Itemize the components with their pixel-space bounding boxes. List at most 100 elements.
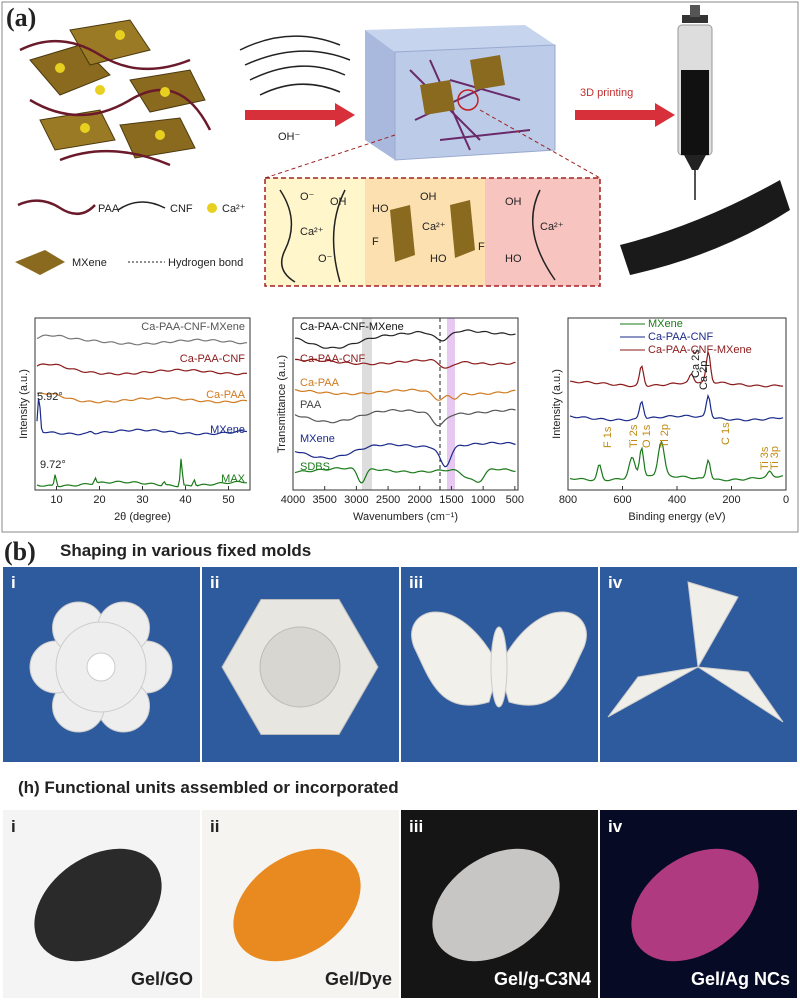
- spectrum: [36, 398, 248, 436]
- series-label: Ca-PAA: [206, 389, 246, 401]
- series-label: Ca-PAA: [300, 377, 340, 389]
- x-tick-label: 50: [222, 494, 234, 506]
- spectrum: [36, 363, 248, 376]
- y-axis-title: Intensity (a.u.): [551, 369, 563, 439]
- shape: [411, 611, 500, 706]
- x-tick-label: 400: [668, 494, 686, 506]
- series-label: Ca-PAA-CNF-MXene: [648, 344, 752, 356]
- sheet: [390, 205, 415, 262]
- bond-label: OH: [505, 196, 522, 208]
- bond-label: Ca²⁺: [540, 221, 564, 233]
- series-label: Ca-PAA-CNF: [180, 353, 245, 365]
- shape: [259, 626, 341, 708]
- x-tick-label: 2500: [376, 494, 400, 506]
- photo-caption: Gel/GO: [131, 969, 193, 989]
- spectrum: [294, 467, 516, 484]
- peak-label: Ti 2p: [659, 424, 671, 448]
- photo-numeral: iii: [409, 573, 423, 592]
- x-tick-label: 3000: [344, 494, 368, 506]
- series-label: MAX: [221, 473, 246, 485]
- shape: [221, 598, 379, 736]
- photo-numeral: iv: [608, 817, 623, 836]
- bond-label: Ca²⁺: [422, 221, 446, 233]
- spectrum: [294, 441, 516, 468]
- legend-paa: [17, 199, 96, 215]
- zoom-line: [479, 109, 601, 179]
- peak-label: Ti 2s: [628, 424, 640, 448]
- peak-label: Ca 2s: [690, 349, 702, 378]
- shape: [498, 611, 587, 706]
- x-tick-label: 1000: [471, 494, 495, 506]
- peak-label: O 1s: [641, 424, 653, 448]
- spectrum: [569, 393, 784, 422]
- legend-label: MXene: [72, 257, 107, 269]
- photo-numeral: ii: [210, 573, 219, 592]
- sheet: [450, 200, 475, 258]
- molded-gel: [607, 581, 784, 723]
- y-axis-title: Intensity (a.u.): [18, 369, 30, 439]
- printed-mesh: [620, 180, 790, 275]
- legend-label: CNF: [170, 203, 193, 215]
- x-tick-label: 2000: [408, 494, 432, 506]
- bond-label: O⁻: [318, 253, 333, 265]
- x-tick-label: 600: [613, 494, 631, 506]
- series-label: MXene: [300, 433, 335, 445]
- series-label: Ca-PAA-CNF: [648, 331, 713, 343]
- legend-mxene: [15, 250, 65, 275]
- leaf: [631, 848, 759, 962]
- spectrum: [294, 358, 516, 369]
- series-label: PAA: [300, 399, 322, 411]
- spectrum: [294, 408, 516, 427]
- legend-cnf: [117, 201, 166, 211]
- bond-label: O⁻: [300, 191, 315, 203]
- x-axis-title: 2θ (degree): [114, 511, 171, 523]
- spectrum: [36, 334, 248, 346]
- x-tick-label: 40: [179, 494, 191, 506]
- legend-label: Ca²⁺: [222, 203, 246, 215]
- y-axis-title: Transmittance (a.u.): [276, 355, 288, 453]
- spectrum: [294, 329, 516, 349]
- peak-label: Ca 2p: [698, 361, 710, 390]
- photo-numeral: iii: [409, 817, 423, 836]
- spectrum: [569, 439, 784, 482]
- bond-label: OH: [330, 196, 347, 208]
- x-tick-label: 0: [783, 494, 789, 506]
- spectrum: [36, 458, 248, 488]
- panel-title: Shaping in various fixed molds: [60, 541, 311, 560]
- photo-numeral: ii: [210, 817, 219, 836]
- panel-a-frame: [1, 1, 799, 533]
- bond-box: [264, 177, 601, 287]
- highlight: [447, 318, 455, 490]
- series-label: SDBS: [300, 461, 330, 473]
- molded-gel: [411, 611, 587, 708]
- x-tick-label: 30: [136, 494, 148, 506]
- shape: [490, 626, 508, 708]
- bond-label: HO: [505, 253, 522, 265]
- x-tick-label: 500: [506, 494, 524, 506]
- leaf: [432, 848, 560, 962]
- shape: [411, 611, 587, 708]
- series-label: MXene: [210, 424, 245, 436]
- annotation: 5.92°: [37, 391, 63, 403]
- photo-numeral: i: [11, 817, 16, 836]
- mxene-cluster: [19, 19, 212, 167]
- photo-numeral: i: [11, 573, 16, 592]
- shape: [607, 581, 784, 723]
- shape: [86, 652, 116, 682]
- peak-label: Ti 3p: [769, 446, 781, 470]
- zoom-line: [264, 134, 396, 179]
- syringe: [677, 5, 713, 200]
- leaf: [34, 848, 162, 962]
- bond-label: HO: [430, 253, 447, 265]
- x-tick-label: 3500: [312, 494, 336, 506]
- legend-label: PAA: [98, 203, 120, 215]
- printing-label: 3D printing: [580, 87, 633, 99]
- legend-ca: [207, 203, 217, 213]
- bond-label: HO: [372, 203, 389, 215]
- leaf: [233, 848, 361, 962]
- x-axis-title: Wavenumbers (cm⁻¹): [353, 511, 458, 523]
- bond-zone: [265, 178, 365, 286]
- panel-title: (h) Functional units assembled or incorp…: [18, 778, 399, 797]
- photo-caption: Gel/g-C3N4: [494, 969, 591, 989]
